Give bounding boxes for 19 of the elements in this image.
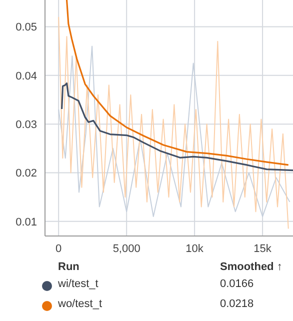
y-tick-label: 0.05 <box>16 22 37 34</box>
y-tick-label: 0.01 <box>16 216 37 228</box>
legend-label: wi/test_t <box>58 278 98 290</box>
x-tick-label: 0 <box>56 242 62 255</box>
y-tick-label: 0.03 <box>16 118 37 131</box>
line-series <box>58 46 290 218</box>
y-tick-label: 0.04 <box>16 70 37 82</box>
x-tick-label: 5,000 <box>112 242 140 255</box>
text: 0.0166 <box>220 278 254 290</box>
x-tick-label: 10k <box>186 242 204 255</box>
line-series <box>60 82 293 172</box>
line-series <box>58 16 289 230</box>
text: Smoothed ↑ <box>220 261 282 273</box>
line-series <box>66 0 290 166</box>
x-tick-label: 15k <box>254 242 272 255</box>
y-tick-label: 0.02 <box>16 168 37 180</box>
text: 0.0218 <box>220 298 254 310</box>
legend-label: wo/test_t <box>58 298 102 310</box>
text: Run <box>58 261 80 273</box>
